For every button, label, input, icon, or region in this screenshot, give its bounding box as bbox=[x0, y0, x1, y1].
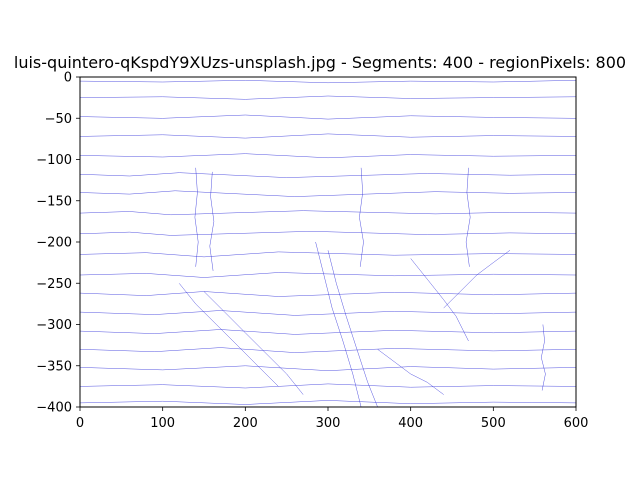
x-tick-label: 0 bbox=[76, 416, 84, 431]
segment-line-11 bbox=[79, 272, 577, 278]
segment-line-30 bbox=[377, 349, 444, 395]
x-tick-label: 400 bbox=[398, 416, 423, 431]
segment-line-28 bbox=[410, 258, 469, 342]
x-tick-label: 600 bbox=[564, 416, 589, 431]
segment-line-3 bbox=[79, 114, 577, 120]
segment-line-1 bbox=[79, 80, 577, 84]
segment-line-18 bbox=[79, 400, 577, 405]
segment-line-2 bbox=[79, 95, 577, 100]
segment-line-13 bbox=[79, 310, 577, 316]
y-tick-label: −200 bbox=[36, 236, 72, 251]
x-axis: 0 100 200 300 400 500 600 bbox=[76, 407, 589, 431]
x-tick-label: 200 bbox=[233, 416, 258, 431]
y-tick-label: −400 bbox=[36, 401, 72, 416]
y-tick-label: 0 bbox=[64, 71, 72, 86]
segment-line-27 bbox=[541, 324, 546, 391]
segment-line-4 bbox=[79, 133, 577, 139]
segment-line-16 bbox=[79, 365, 577, 371]
segment-line-14 bbox=[79, 329, 577, 335]
segment-line-6 bbox=[79, 172, 577, 178]
segment-line-29 bbox=[443, 250, 511, 309]
segment-line-22 bbox=[203, 291, 304, 395]
segment-line-9 bbox=[79, 231, 577, 236]
segment-line-10 bbox=[79, 251, 577, 258]
segment-line-26 bbox=[465, 167, 471, 267]
segment-line-8 bbox=[79, 210, 577, 216]
segment-line-24 bbox=[209, 171, 215, 271]
axes-frame bbox=[79, 76, 577, 408]
y-tick-label: −100 bbox=[36, 153, 72, 168]
x-tick-label: 100 bbox=[150, 416, 175, 431]
y-axis: 0 −50 −100 −150 −200 −250 −300 −350 −400 bbox=[36, 71, 80, 416]
segment-line-17 bbox=[79, 383, 577, 389]
segment-line-23 bbox=[194, 167, 199, 267]
segment-line-25 bbox=[359, 167, 364, 267]
x-tick-label: 500 bbox=[481, 416, 506, 431]
segment-line-15 bbox=[79, 347, 577, 353]
y-tick-label: −350 bbox=[36, 359, 72, 374]
segment-lines-group bbox=[79, 80, 577, 408]
segment-line-5 bbox=[79, 153, 577, 159]
segment-line-12 bbox=[79, 291, 577, 297]
y-tick-label: −150 bbox=[36, 194, 72, 209]
x-tick-label: 300 bbox=[316, 416, 341, 431]
segment-line-21 bbox=[179, 283, 279, 387]
y-tick-label: −250 bbox=[36, 277, 72, 292]
y-tick-label: −50 bbox=[45, 112, 72, 127]
segment-line-7 bbox=[79, 190, 577, 197]
segment-line-20 bbox=[327, 250, 378, 408]
y-tick-label: −300 bbox=[36, 318, 72, 333]
segment-line-19 bbox=[315, 241, 362, 408]
chart-title: luis-quintero-qKspdY9XUzs-unsplash.jpg -… bbox=[14, 53, 626, 72]
